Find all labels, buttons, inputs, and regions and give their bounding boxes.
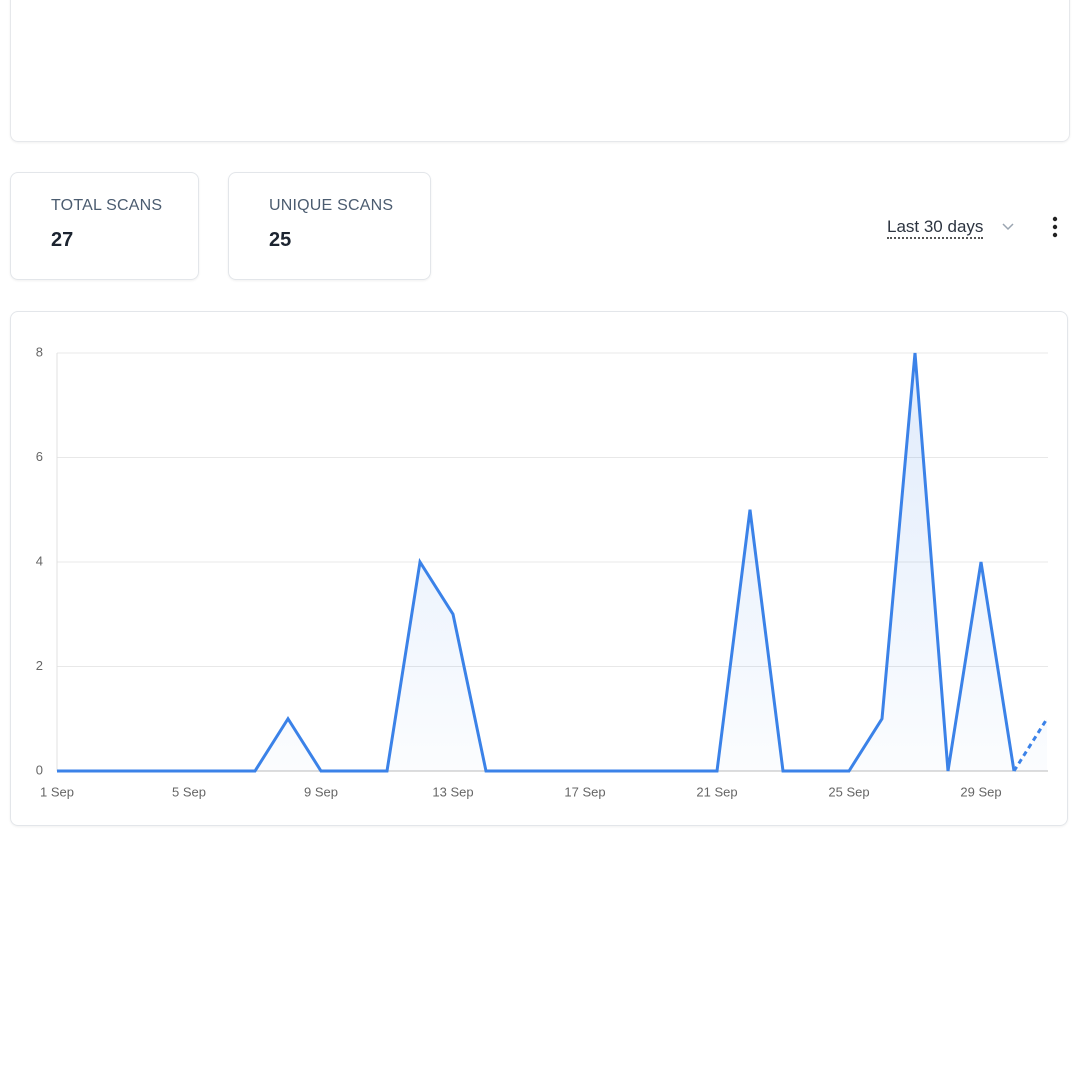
stat-value: 27 (51, 229, 74, 251)
top-card (10, 0, 1070, 142)
chevron-icon[interactable] (1000, 218, 1016, 234)
x-tick-label: 21 Sep (696, 784, 737, 799)
chart-card (10, 311, 1068, 826)
x-tick-label: 25 Sep (828, 784, 869, 799)
y-tick-label: 0 (36, 762, 43, 777)
stat-card: TOTAL SCANS 27 (10, 172, 199, 280)
stat-label: UNIQUE SCANS (269, 197, 394, 214)
stat-card: UNIQUE SCANS 25 (228, 172, 431, 280)
y-tick-label: 2 (36, 658, 43, 673)
x-tick-label: 5 Sep (172, 784, 206, 799)
x-tick-label: 17 Sep (564, 784, 605, 799)
x-tick-label: 13 Sep (432, 784, 473, 799)
x-tick-label: 29 Sep (960, 784, 1001, 799)
x-tick-label: 1 Sep (40, 784, 74, 799)
dashed-line (1012, 717, 1049, 772)
line (57, 352, 1016, 773)
stat-value: 25 (269, 229, 292, 251)
y-tick-label: 6 (36, 449, 43, 464)
y-tick-label: 4 (36, 553, 43, 568)
x-tick-label: 9 Sep (304, 784, 338, 799)
y-tick-label: 8 (36, 344, 43, 359)
range-selector[interactable]: Last 30 days (887, 217, 984, 239)
more-menu[interactable] (1045, 214, 1065, 240)
stat-label: TOTAL SCANS (51, 197, 163, 214)
